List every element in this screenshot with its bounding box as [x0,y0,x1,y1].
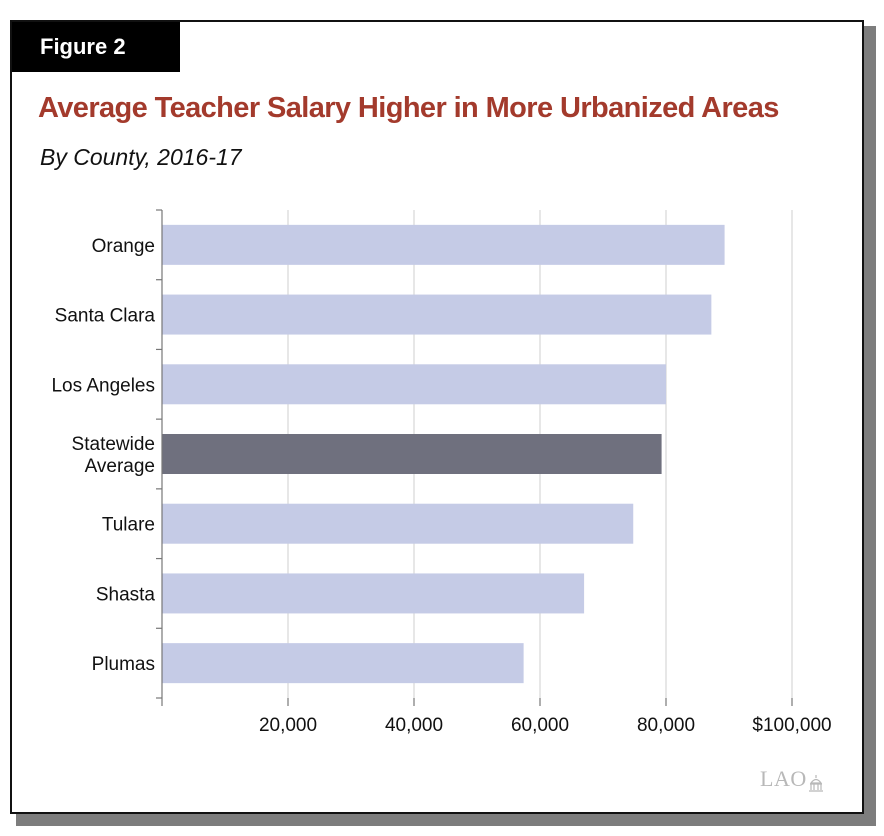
bar-1 [162,294,712,335]
category-label-3: Statewide Average [72,434,155,477]
category-label-2: Los Angeles [51,375,155,396]
x-tick-label-1: 40,000 [385,715,443,736]
bar-3 [162,434,662,474]
category-label-6: Plumas [92,654,155,675]
bar-2 [162,364,666,405]
figure-label: Figure 2 [12,22,180,72]
figure-frame: Figure 2 Average Teacher Salary Higher i… [10,20,864,814]
chart-title: Average Teacher Salary Higher in More Ur… [38,92,779,124]
x-tick-label-4: $100,000 [752,715,831,736]
category-label-1: Santa Clara [55,306,156,327]
x-tick-label-2: 60,000 [511,715,569,736]
bar-6 [162,643,524,684]
lao-logo-text: LAO [760,766,807,791]
bar-5 [162,573,585,614]
bar-0 [162,224,725,265]
bar-chart: Orange Santa Clara Los Angeles Statewide Ave… [51,209,832,736]
capitol-dome-icon [808,775,823,792]
bar-4 [162,503,634,544]
category-label-5: Shasta [96,584,156,605]
x-tick-label-3: 80,000 [637,715,695,736]
category-label-0: Orange [92,236,155,257]
chart-subtitle: By County, 2016-17 [40,144,242,170]
lao-logo: LAO [760,766,824,792]
category-label-4: Tulare [102,515,155,536]
x-tick-label-0: 20,000 [259,715,317,736]
